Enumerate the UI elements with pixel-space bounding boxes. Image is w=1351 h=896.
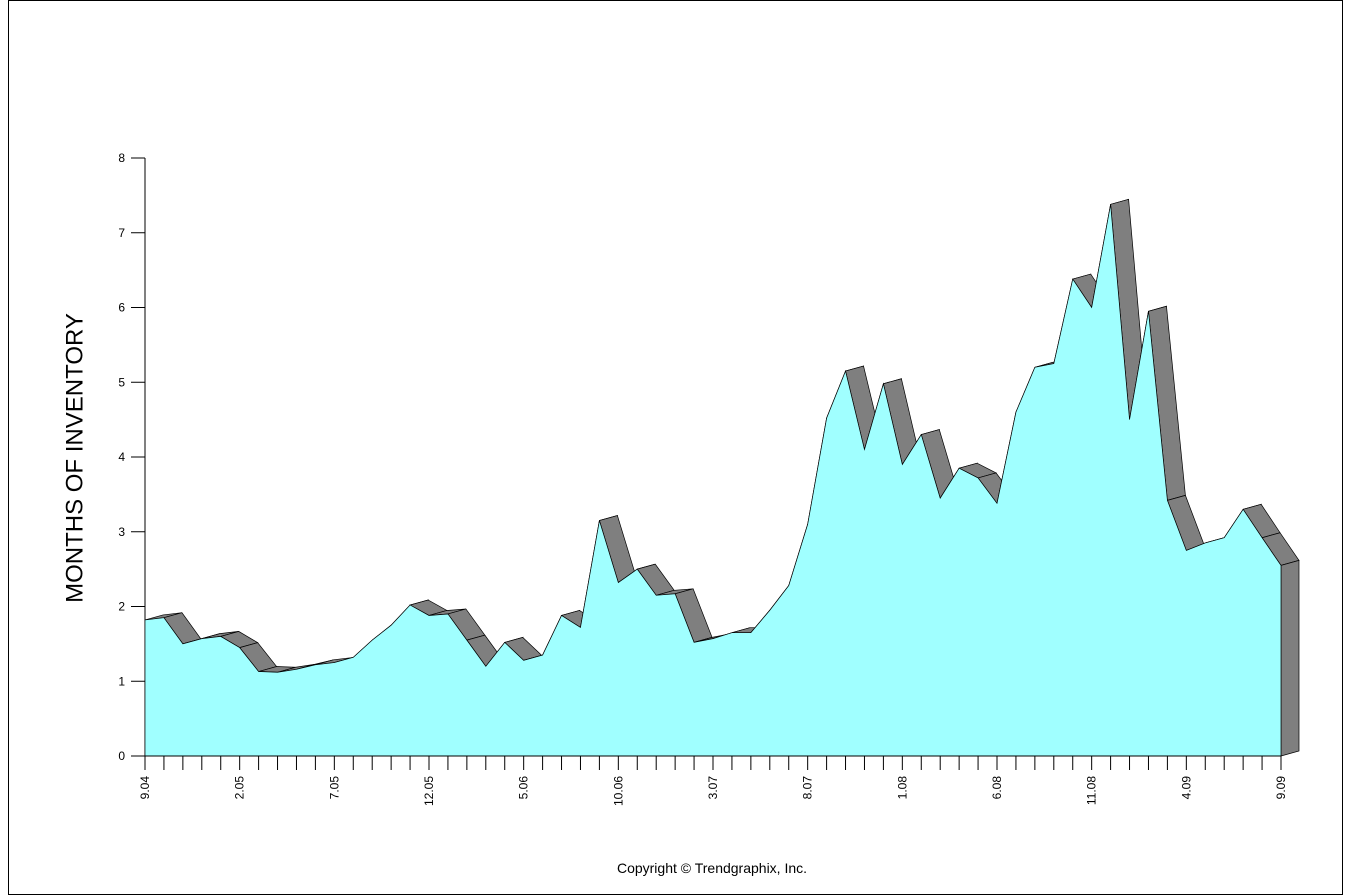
x-tick-label: 9.09: [1274, 776, 1288, 800]
y-tick-label: 6: [118, 301, 125, 315]
y-tick-label: 1: [118, 674, 125, 688]
y-tick-label: 8: [118, 151, 125, 165]
x-tick-label: 10.06: [611, 776, 625, 806]
footer: Copyright © Trendgraphix, Inc.: [617, 860, 807, 876]
x-tick-label: 4.09: [1179, 776, 1193, 800]
x-tick-label: 9.04: [138, 776, 152, 800]
x-tick-label: 7.05: [327, 776, 341, 800]
y-tick-label: 4: [118, 450, 125, 464]
side-face: [1280, 559, 1300, 757]
x-tick-label: 2.05: [233, 776, 247, 800]
x-tick-label: 12.05: [422, 776, 436, 806]
x-tick-label: 6.08: [990, 776, 1004, 800]
x-tick-label: 8.07: [801, 776, 815, 800]
x-tick-label: 5.06: [517, 776, 531, 800]
y-tick-label: 7: [118, 226, 125, 240]
y-tick-label: 3: [118, 525, 125, 539]
y-axis-label: MONTHS OF INVENTORY: [61, 313, 88, 603]
x-tick-label: 3.07: [706, 776, 720, 800]
y-tick-label: 0: [118, 749, 125, 763]
x-tick-label: 11.08: [1085, 776, 1099, 805]
y-tick-label: 2: [118, 600, 125, 614]
x-tick-label: 1.08: [895, 776, 909, 800]
frame: [8, 0, 1343, 895]
y-tick-label: 5: [118, 375, 125, 389]
area: [144, 204, 1282, 757]
